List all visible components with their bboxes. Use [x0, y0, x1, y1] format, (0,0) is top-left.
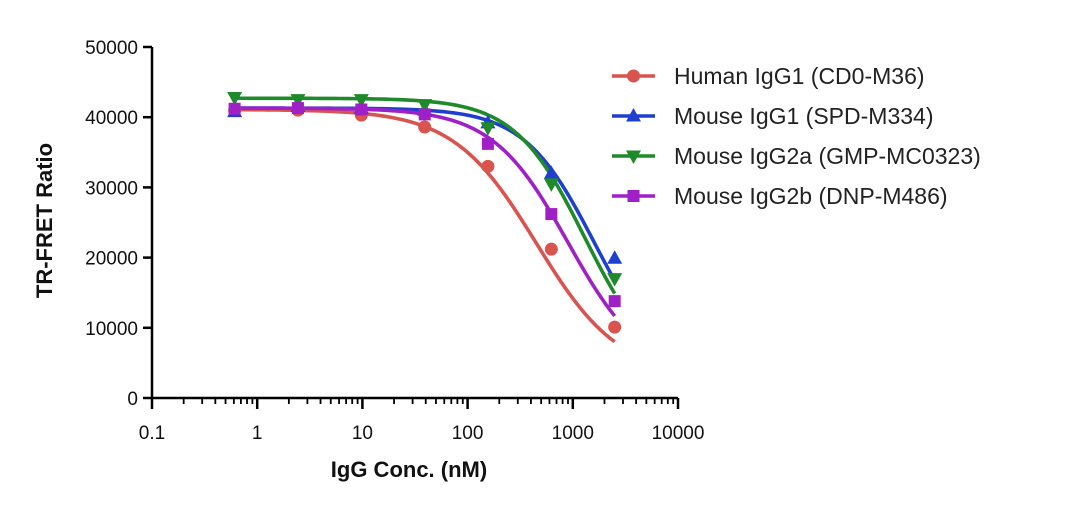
- x-tick-label: 1000: [552, 423, 594, 444]
- data-point-series-4: [545, 208, 558, 221]
- y-tick-label: 10000: [85, 319, 138, 340]
- data-point-series-3: [543, 178, 559, 192]
- legend-label: Human IgG1 (CD0-M36): [674, 63, 925, 89]
- data-point-series-2: [543, 165, 559, 179]
- x-tick-label: 10000: [652, 423, 705, 444]
- x-axis-title: IgG Conc. (nM): [331, 457, 487, 482]
- data-point-series-2: [607, 250, 623, 264]
- y-tick-label: 0: [127, 389, 138, 410]
- data-point-series-1: [418, 120, 432, 134]
- legend: Human IgG1 (CD0-M36) Mouse IgG1 (SPD-M334…: [612, 63, 981, 209]
- legend-label: Mouse IgG1 (SPD-M334): [674, 103, 933, 129]
- fit-curve-series-4: [234, 106, 617, 318]
- data-point-series-4: [291, 102, 304, 115]
- axes: 0 10000 20000 30000 40000 50000 0.1 1 10 100 1000 1…: [85, 38, 704, 444]
- data-point-series-1: [544, 242, 558, 256]
- x-tick-label: 0.1: [139, 423, 165, 444]
- legend-label: Mouse IgG2b (DNP-M486): [674, 183, 948, 209]
- legend-swatch-marker: [627, 69, 640, 83]
- y-tick-label: 40000: [85, 108, 138, 129]
- data-point-series-1: [481, 159, 495, 173]
- data-point-series-4: [608, 295, 621, 308]
- y-axis-title: TR-FRET Ratio: [32, 143, 57, 298]
- legend-swatch-marker: [626, 150, 641, 164]
- data-point-series-4: [418, 108, 431, 121]
- x-tick-label: 1: [252, 423, 263, 444]
- data-point-series-3: [290, 94, 306, 108]
- legend-swatch-marker: [627, 190, 640, 202]
- data-point-series-4: [228, 102, 241, 115]
- data-point-series-3: [480, 122, 496, 136]
- legend-swatch-marker: [626, 108, 641, 122]
- data-point-series-3: [417, 99, 433, 113]
- data-point-series-3: [607, 273, 623, 287]
- legend-label: Mouse IgG2a (GMP-MC0323): [674, 143, 981, 169]
- data-point-series-4: [355, 103, 368, 116]
- data-point-series-3: [353, 94, 369, 108]
- x-tick-label: 10: [352, 423, 373, 444]
- fit-curve-series-2: [234, 106, 617, 282]
- y-tick-label: 20000: [85, 249, 138, 270]
- data-point-series-3: [227, 92, 243, 106]
- x-tick-label: 100: [452, 423, 484, 444]
- fit-curves: [234, 96, 617, 344]
- y-tick-label: 50000: [85, 38, 138, 59]
- data-point-series-1: [608, 320, 622, 334]
- y-tick-label: 30000: [85, 178, 138, 199]
- data-point-series-4: [481, 137, 494, 150]
- data-points: [227, 92, 623, 334]
